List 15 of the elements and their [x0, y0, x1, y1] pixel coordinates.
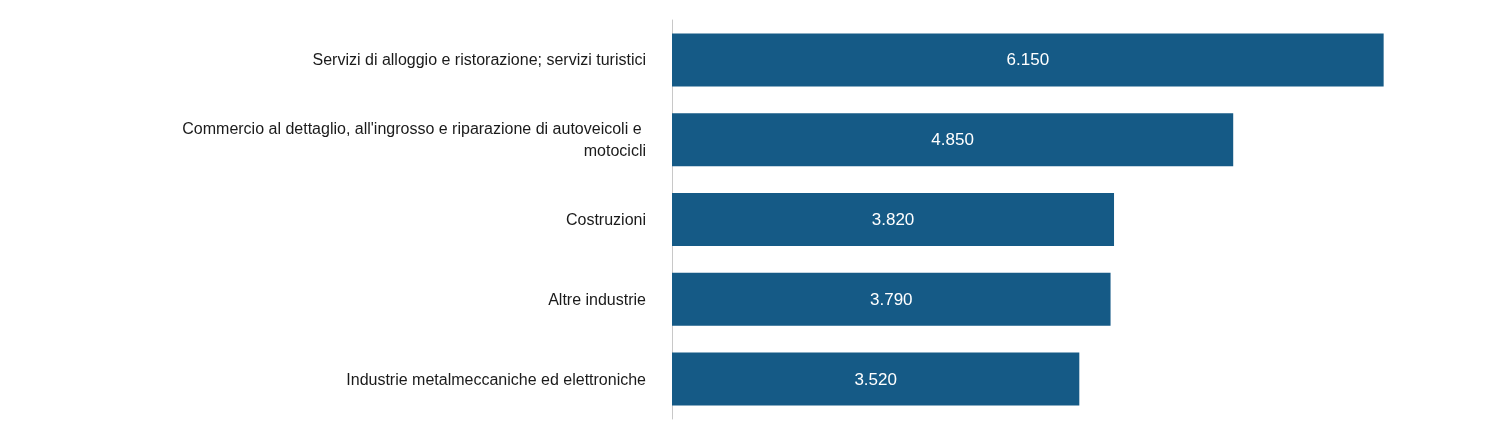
- bar: [672, 33, 1384, 87]
- bar: [672, 272, 1111, 326]
- y-tick-label: Servizi di alloggio e ristorazione; servizi turistici: [312, 51, 646, 69]
- data-label: 4.850: [931, 130, 974, 150]
- bar: [672, 113, 1234, 167]
- y-tick-label: Industrie metalmeccaniche ed elettroniche: [346, 370, 647, 388]
- data-label: 3.790: [870, 289, 913, 309]
- bar: [672, 352, 1080, 406]
- y-tick-label: Costruzioni: [565, 211, 646, 228]
- y-tick-label: Altre industrie: [548, 290, 647, 308]
- data-label: 6.150: [1006, 50, 1050, 70]
- data-label: 3.820: [871, 210, 915, 229]
- data-label: 3.520: [854, 369, 897, 389]
- bar: [672, 193, 1115, 246]
- y-tick-label: Commercio al dettaglio, all'ingrosso e riparazione di autoveicoli e motocicli: [182, 120, 646, 160]
